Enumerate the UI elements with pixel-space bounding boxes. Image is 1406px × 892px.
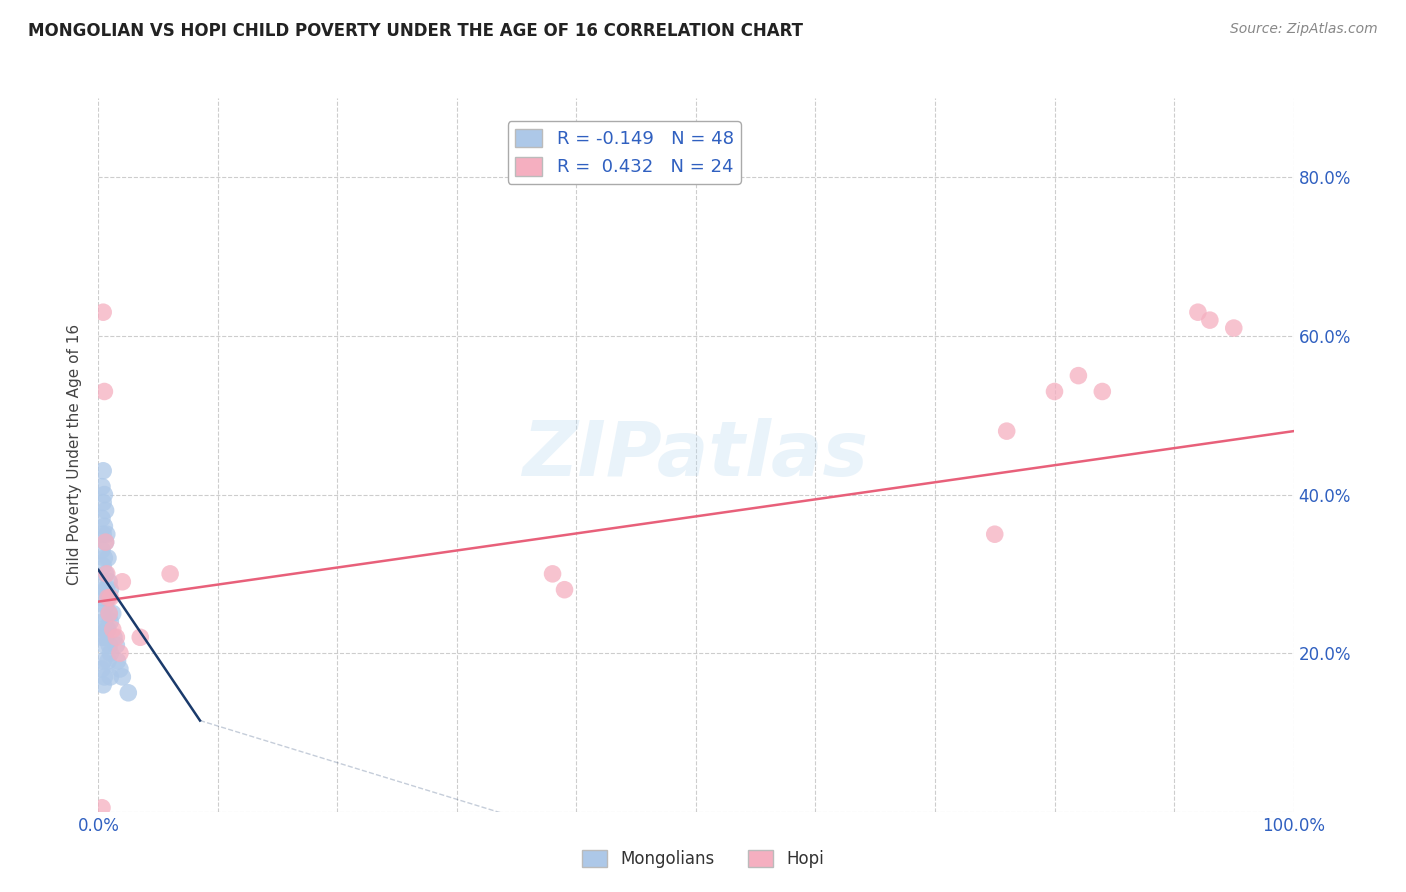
Point xyxy=(93,615,115,629)
Point xyxy=(91,511,114,525)
Point xyxy=(93,519,115,533)
Point xyxy=(91,630,114,644)
Point xyxy=(91,527,114,541)
Point xyxy=(97,654,120,668)
Y-axis label: Child Poverty Under the Age of 16: Child Poverty Under the Age of 16 xyxy=(67,325,83,585)
Point xyxy=(94,599,117,613)
Point xyxy=(98,574,121,589)
Point xyxy=(93,551,115,566)
Point xyxy=(1091,384,1114,399)
Text: Source: ZipAtlas.com: Source: ZipAtlas.com xyxy=(1230,22,1378,37)
Point xyxy=(98,646,122,660)
Point xyxy=(984,527,1007,541)
Point xyxy=(97,623,120,637)
Point xyxy=(108,662,131,676)
Text: MONGOLIAN VS HOPI CHILD POVERTY UNDER THE AGE OF 16 CORRELATION CHART: MONGOLIAN VS HOPI CHILD POVERTY UNDER TH… xyxy=(28,22,803,40)
Point xyxy=(111,574,134,589)
Point xyxy=(1187,305,1209,319)
Point xyxy=(91,678,114,692)
Point xyxy=(93,582,115,597)
Point xyxy=(995,424,1018,438)
Point xyxy=(1222,321,1246,335)
Point xyxy=(93,670,115,684)
Point xyxy=(96,527,118,541)
Point xyxy=(1198,313,1220,327)
Point xyxy=(91,543,114,558)
Point xyxy=(117,686,139,700)
Point xyxy=(91,574,114,589)
Point xyxy=(91,480,114,494)
Point xyxy=(91,495,114,509)
Point xyxy=(94,535,117,549)
Point xyxy=(96,623,118,637)
Point xyxy=(101,623,124,637)
Text: ZIPatlas: ZIPatlas xyxy=(523,418,869,491)
Point xyxy=(97,551,120,566)
Point xyxy=(91,607,114,621)
Point xyxy=(1067,368,1090,383)
Point xyxy=(98,670,122,684)
Point xyxy=(91,662,114,676)
Point xyxy=(91,801,114,815)
Point xyxy=(541,566,564,581)
Point xyxy=(101,607,124,621)
Point xyxy=(111,670,134,684)
Legend: Mongolians, Hopi: Mongolians, Hopi xyxy=(575,843,831,875)
Point xyxy=(91,305,114,319)
Point xyxy=(98,607,121,621)
Point xyxy=(98,591,122,605)
Point xyxy=(96,566,118,581)
Point xyxy=(1043,384,1066,399)
Point xyxy=(94,566,117,581)
Point xyxy=(94,630,117,644)
Point xyxy=(554,582,576,597)
Point xyxy=(91,464,114,478)
Legend: R = -0.149   N = 48, R =  0.432   N = 24: R = -0.149 N = 48, R = 0.432 N = 24 xyxy=(508,121,741,184)
Point xyxy=(97,591,120,605)
Point xyxy=(94,503,117,517)
Point xyxy=(91,623,114,637)
Point xyxy=(98,607,121,621)
Point xyxy=(107,654,129,668)
Point xyxy=(129,630,152,644)
Point xyxy=(91,591,114,605)
Point xyxy=(93,638,115,652)
Point xyxy=(105,630,128,644)
Point xyxy=(91,654,114,668)
Point xyxy=(93,384,115,399)
Point xyxy=(94,535,117,549)
Point xyxy=(108,646,131,660)
Point xyxy=(98,615,122,629)
Point xyxy=(97,591,120,605)
Point xyxy=(105,638,128,652)
Point xyxy=(93,487,115,501)
Point xyxy=(96,582,118,597)
Point xyxy=(98,582,122,597)
Point xyxy=(98,638,121,652)
Point xyxy=(159,566,181,581)
Point xyxy=(103,630,125,644)
Point xyxy=(91,558,114,573)
